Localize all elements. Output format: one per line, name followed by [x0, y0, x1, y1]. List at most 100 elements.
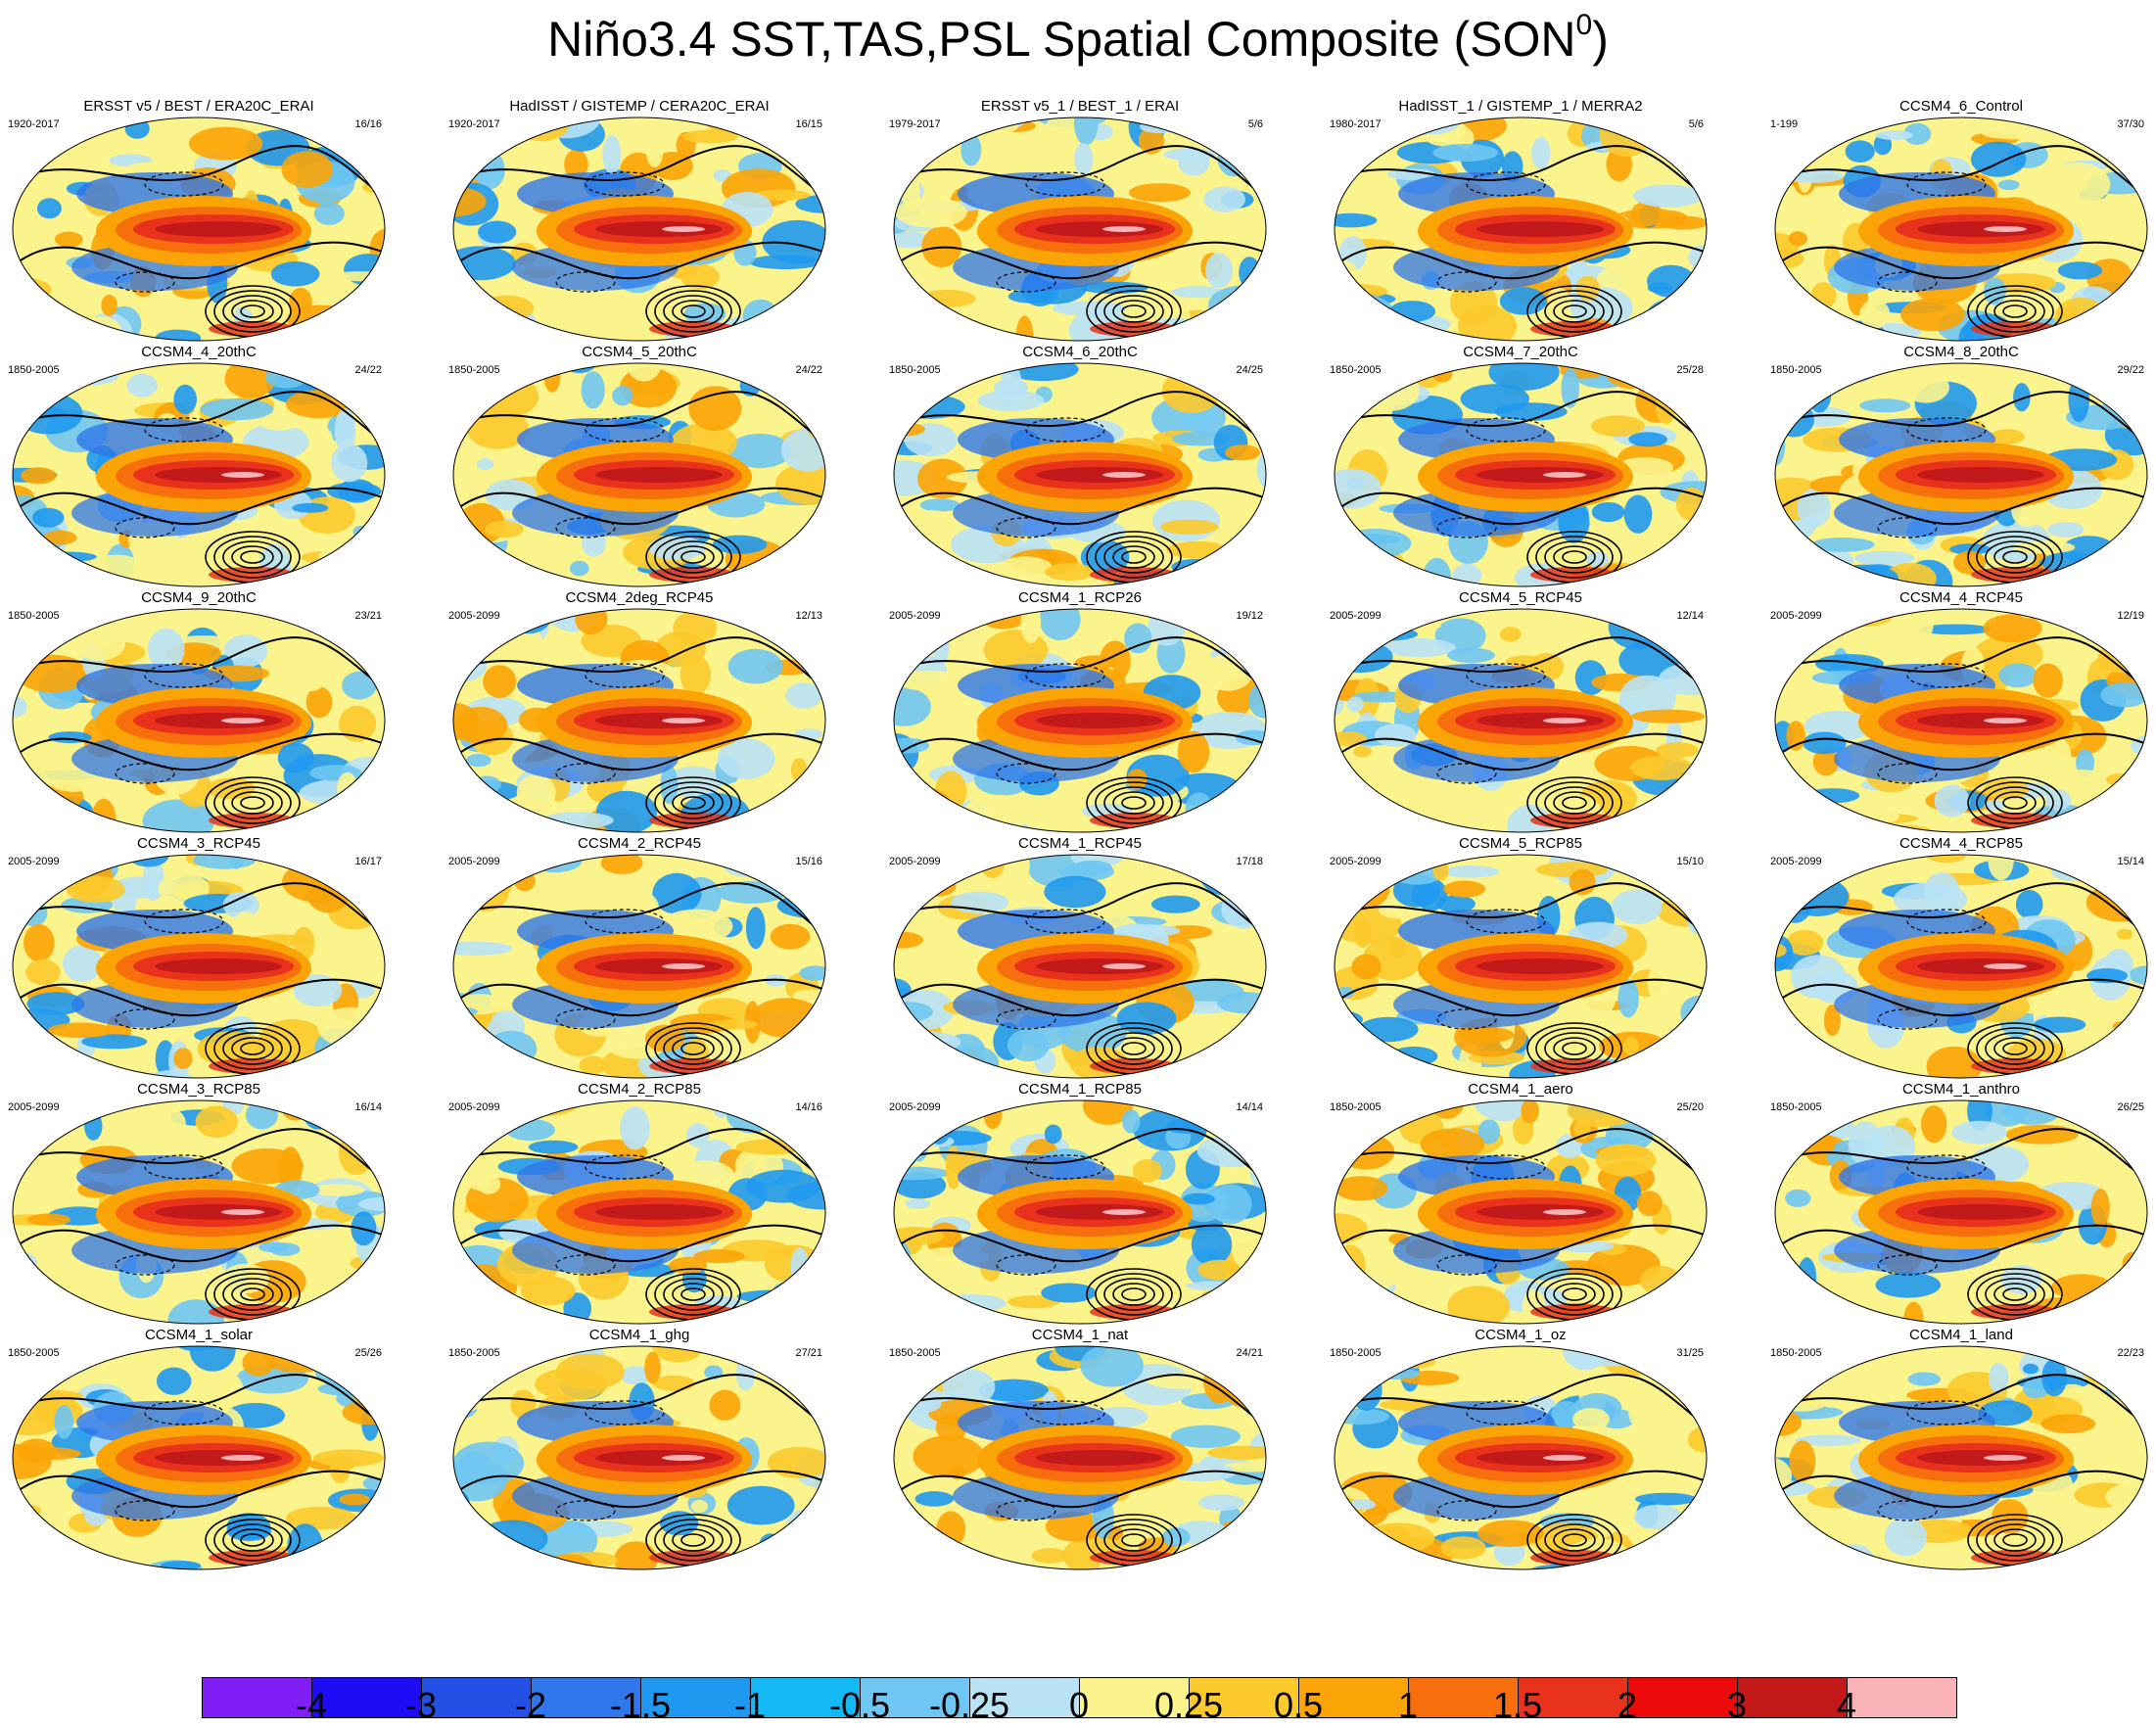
panel-event-count: 25/28 [1676, 364, 1704, 376]
map-outline [1774, 854, 2148, 1079]
figure-title: Niño3.4 SST,TAS,PSL Spatial Composite (S… [0, 8, 2156, 70]
map-panel: CCSM4_1_nat 1850-2005 24/21 [889, 1327, 1271, 1571]
map-outline [452, 854, 826, 1079]
panel-title: ERSST v5_1 / BEST_1 / ERAI [980, 98, 1180, 115]
robinson-map [12, 1345, 386, 1570]
anomaly-field [894, 117, 1266, 341]
colorbar-tick-label: 1.5 [1492, 1685, 1543, 1725]
anomaly-field [453, 609, 825, 832]
panel-title: CCSM4_1_RCP45 [1018, 835, 1142, 852]
figure-title-superscript: 0 [1575, 9, 1593, 41]
robinson-map [1334, 854, 1708, 1079]
panel-title: ERSST v5 / BEST / ERA20C_ERAI [83, 98, 314, 115]
figure-title-close: ) [1592, 12, 1609, 67]
robinson-map [893, 362, 1267, 587]
panel-period: 1850-2005 [448, 364, 500, 376]
map-outline [1334, 1099, 1708, 1325]
panel-event-count: 23/21 [354, 610, 382, 622]
panel-period: 1850-2005 [1770, 1101, 1822, 1113]
psl-contours [17, 882, 385, 1075]
panel-title: CCSM4_1_RCP85 [1018, 1081, 1142, 1098]
anomaly-field [13, 363, 385, 586]
map-outline [12, 362, 386, 587]
robinson-map [893, 608, 1267, 833]
panel-event-count: 12/14 [1676, 610, 1704, 622]
psl-contours [1779, 145, 2147, 338]
panel-period: 2005-2099 [1330, 610, 1382, 622]
panel-event-count: 25/26 [354, 1347, 382, 1359]
panel-title: CCSM4_6_Control [1899, 98, 2023, 115]
anomaly-field [453, 363, 825, 586]
map-outline [12, 1099, 386, 1325]
colorbar-tick-label: 4 [1836, 1685, 1857, 1725]
robinson-map [1334, 1345, 1708, 1570]
panel-title: CCSM4_2_RCP85 [578, 1081, 701, 1098]
map-panel: CCSM4_6_20thC 1850-2005 24/25 [889, 344, 1271, 588]
map-outline [1774, 1099, 2148, 1325]
robinson-map [1774, 117, 2148, 342]
panel-period: 2005-2099 [448, 1101, 500, 1113]
panel-period: 1850-2005 [1330, 364, 1382, 376]
panel-event-count: 15/16 [795, 856, 822, 867]
panel-period: 1850-2005 [1770, 364, 1822, 376]
psl-contours [17, 145, 385, 338]
map-panel: CCSM4_9_20thC 1850-2005 23/21 [8, 589, 390, 834]
map-panel: CCSM4_3_RCP45 2005-2099 16/17 [8, 835, 390, 1080]
map-panel: CCSM4_1_solar 1850-2005 25/26 [8, 1327, 390, 1571]
colorbar-swatch [1298, 1677, 1409, 1718]
map-panel: ERSST v5 / BEST / ERA20C_ERAI 1920-2017 16… [8, 98, 390, 343]
anomaly-field [1335, 609, 1707, 832]
map-outline [893, 608, 1267, 833]
robinson-map [893, 1099, 1267, 1325]
colorbar-swatch [311, 1677, 422, 1718]
panel-event-count: 17/18 [1236, 856, 1263, 867]
colorbar-tick-label: 0 [1068, 1685, 1090, 1725]
colorbar-swatch [1408, 1677, 1519, 1718]
map-panel: CCSM4_5_20thC 1850-2005 24/22 [448, 344, 830, 588]
panel-period: 2005-2099 [889, 1101, 941, 1113]
panel-title: CCSM4_9_20thC [141, 589, 257, 606]
robinson-map [12, 1099, 386, 1325]
robinson-map [452, 117, 826, 342]
map-panel-grid: ERSST v5 / BEST / ERA20C_ERAI 1920-2017 16… [8, 98, 2152, 1571]
map-panel: CCSM4_1_RCP45 2005-2099 17/18 [889, 835, 1271, 1080]
robinson-map [12, 362, 386, 587]
panel-event-count: 29/22 [2117, 364, 2144, 376]
panel-period: 2005-2099 [1770, 856, 1822, 867]
panel-period: 2005-2099 [8, 1101, 60, 1113]
panel-title: CCSM4_1_RCP26 [1018, 589, 1142, 606]
map-outline [1334, 608, 1708, 833]
panel-title: CCSM4_1_oz [1475, 1327, 1567, 1343]
robinson-map [12, 854, 386, 1079]
panel-title: CCSM4_4_20thC [141, 344, 257, 360]
panel-event-count: 16/15 [795, 118, 822, 130]
colorbar-tick-label: -0.25 [928, 1685, 1010, 1725]
anomaly-field [894, 855, 1266, 1078]
panel-title: CCSM4_4_RCP45 [1899, 589, 2023, 606]
map-panel: CCSM4_1_RCP26 2005-2099 19/12 [889, 589, 1271, 834]
anomaly-field [453, 1346, 825, 1569]
panel-event-count: 31/25 [1676, 1347, 1704, 1359]
panel-period: 2005-2099 [448, 856, 500, 867]
psl-contours [17, 636, 385, 829]
panel-event-count: 19/12 [1236, 610, 1263, 622]
panel-period: 1850-2005 [8, 1347, 60, 1359]
anomaly-field [13, 1100, 385, 1324]
map-outline [1334, 362, 1708, 587]
map-panel: CCSM4_1_RCP85 2005-2099 14/14 [889, 1081, 1271, 1326]
anomaly-field [1775, 363, 2147, 586]
map-outline [452, 117, 826, 342]
robinson-map [452, 1345, 826, 1570]
anomaly-field [1335, 363, 1707, 586]
colorbar-tick-label: 0.25 [1153, 1685, 1224, 1725]
panel-title: HadISST / GISTEMP / CERA20C_ERAI [509, 98, 770, 115]
panel-period: 2005-2099 [1330, 856, 1382, 867]
panel-title: CCSM4_1_solar [144, 1327, 254, 1343]
robinson-map [12, 608, 386, 833]
anomaly-field [13, 117, 385, 341]
map-panel: CCSM4_4_RCP45 2005-2099 12/19 [1770, 589, 2152, 834]
colorbar-tick-label: -0.5 [828, 1685, 891, 1725]
map-outline [452, 1099, 826, 1325]
panel-title: CCSM4_8_20thC [1903, 344, 2019, 360]
panel-period: 1850-2005 [1330, 1347, 1382, 1359]
